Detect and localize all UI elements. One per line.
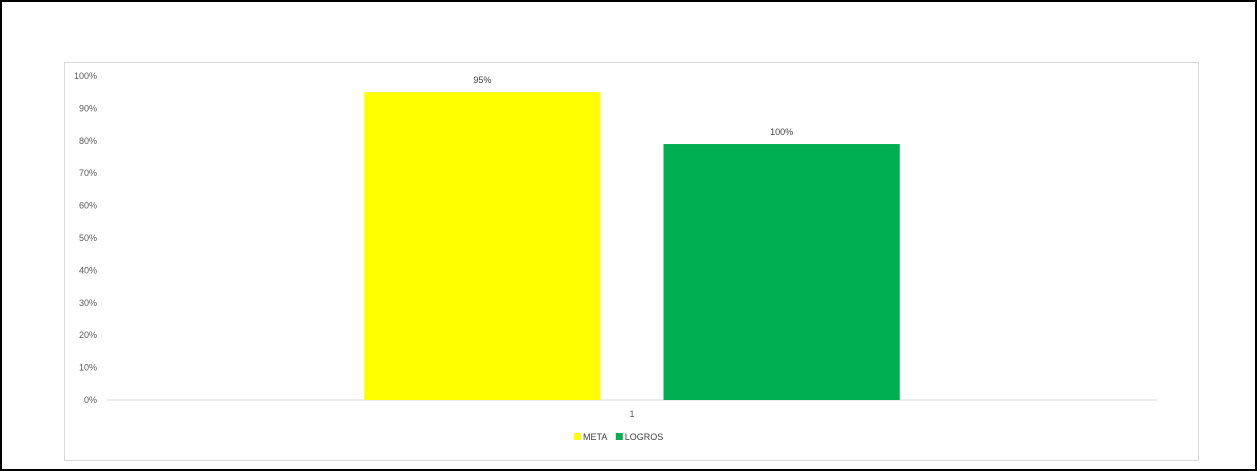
x-axis: 1 [629,409,634,419]
legend: META LOGROS [574,432,663,442]
bar-logros [663,144,900,400]
y-tick-label: 0% [84,395,97,405]
legend-swatch-logros [615,433,623,440]
bar-meta [364,92,601,400]
legend-label-meta: META [583,432,607,442]
bars: 95% 100% [364,75,900,400]
y-tick-label: 20% [79,330,97,340]
y-tick-label: 50% [79,233,97,243]
y-tick-label: 60% [79,201,97,211]
y-tick-label: 40% [79,265,97,275]
y-tick-label: 100% [74,71,97,81]
x-tick-label: 1 [629,409,634,419]
y-tick-label: 90% [79,103,97,113]
data-label-logros: 100% [770,127,793,137]
legend-label-logros: LOGROS [625,432,664,442]
y-tick-label: 10% [79,363,97,373]
legend-swatch-meta [574,433,581,440]
y-tick-label: 80% [79,136,97,146]
y-tick-label: 70% [79,168,97,178]
chart-area [64,62,1199,461]
y-tick-label: 30% [79,298,97,308]
y-axis: 0% 10% 20% 30% 40% 50% 60% 70% 80% 90% 100% [74,71,97,405]
data-label-meta: 95% [473,75,491,85]
